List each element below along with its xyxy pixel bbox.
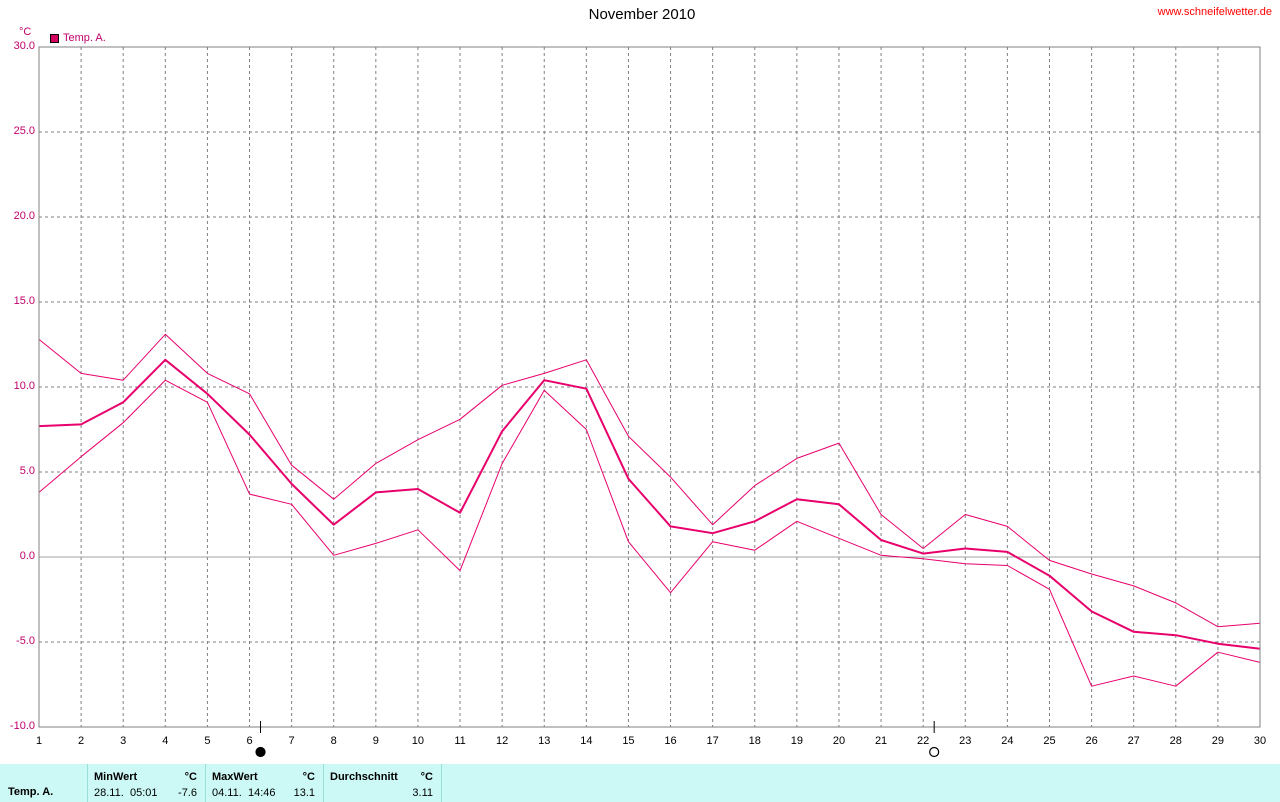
stats-avg-unit: °C — [420, 771, 433, 783]
stats-sensor-label: Temp. A. — [8, 786, 54, 798]
x-tick-label: 8 — [330, 735, 337, 747]
x-tick-label: 9 — [372, 735, 379, 747]
stats-max-header: MaxWert — [212, 771, 258, 783]
stats-min-cell: MinWert °C 28.11. 05:01 -7.6 — [88, 764, 206, 802]
stats-avg-cell: Durchschnitt °C 3.11 — [324, 764, 442, 802]
y-tick-label: 0.0 — [19, 550, 35, 562]
x-tick-label: 1 — [35, 735, 43, 747]
x-tick-label: 28 — [1169, 735, 1182, 747]
stats-table: Temp. A. MinWert °C 28.11. 05:01 -7.6 Ma… — [0, 764, 1280, 802]
moon-markers — [255, 721, 940, 758]
x-tick-label: 4 — [162, 735, 169, 747]
stats-min-date: 28.11. — [94, 787, 124, 799]
stats-max-unit: °C — [302, 771, 315, 783]
x-tick-label: 30 — [1253, 735, 1267, 747]
y-tick-label: 20.0 — [13, 210, 35, 222]
x-tick-label: 14 — [580, 735, 593, 747]
y-tick-label: 30.0 — [13, 40, 35, 52]
y-tick-label: 25.0 — [13, 125, 35, 137]
y-tick-label: 5.0 — [19, 465, 35, 477]
x-tick-label: 18 — [748, 735, 761, 747]
stats-min-header: MinWert — [94, 771, 138, 783]
website-link[interactable]: www.schneifelwetter.de — [1157, 6, 1272, 18]
x-tick-label: 17 — [706, 735, 719, 747]
stats-min-time: 05:01 — [130, 787, 158, 799]
x-tick-label: 5 — [204, 735, 211, 747]
y-tick-label: 10.0 — [13, 380, 35, 392]
series-lines — [38, 333, 1261, 687]
x-tick-label: 11 — [454, 735, 466, 747]
x-tick-label: 19 — [790, 735, 803, 747]
full-moon-icon — [255, 746, 266, 758]
x-tick-label: 16 — [664, 735, 677, 747]
stats-avg-value: 3.11 — [412, 787, 433, 799]
x-tick-label: 25 — [1043, 735, 1056, 747]
stats-max-time: 14:46 — [248, 787, 276, 799]
new-moon-icon — [929, 746, 940, 758]
y-tick-label: 15.0 — [13, 295, 35, 307]
x-tick-label: 12 — [496, 735, 509, 747]
stats-max-value: 13.1 — [293, 787, 315, 799]
series-line-mean — [38, 358, 1261, 650]
x-tick-label: 21 — [874, 735, 888, 747]
x-tick-label: 13 — [538, 735, 551, 747]
stats-max-date: 04.11. — [212, 787, 242, 799]
stats-min-value: -7.6 — [178, 787, 197, 799]
series-line-max — [38, 333, 1261, 628]
y-axis-unit: °C — [19, 26, 32, 38]
stats-avg-header: Durchschnitt — [330, 771, 398, 783]
legend: Temp. A. — [50, 32, 106, 44]
stats-max-cell: MaxWert °C 04.11. 14:46 13.1 — [206, 764, 324, 802]
x-tick-label: 22 — [917, 735, 930, 747]
x-tick-label: 15 — [622, 735, 635, 747]
x-tick-label: 29 — [1211, 735, 1225, 747]
x-tick-label: 2 — [78, 735, 85, 747]
x-tick-label: 24 — [1001, 735, 1014, 747]
series-line-min — [38, 379, 1261, 687]
x-tick-label: 27 — [1127, 735, 1140, 747]
legend-label: Temp. A. — [63, 32, 106, 44]
x-tick-label: 7 — [288, 735, 295, 747]
stats-sensor-cell: Temp. A. — [0, 764, 88, 802]
y-tick-label: -10.0 — [9, 720, 35, 732]
chart-title: November 2010 — [588, 6, 696, 23]
plot-frame — [38, 46, 1261, 728]
chart-plot — [38, 46, 1261, 758]
y-tick-label: -5.0 — [16, 635, 35, 647]
x-tick-label: 26 — [1085, 735, 1098, 747]
x-tick-label: 3 — [120, 735, 127, 747]
legend-swatch — [50, 33, 59, 43]
x-tick-label: 23 — [959, 735, 972, 747]
x-tick-label: 10 — [411, 735, 425, 747]
grid — [39, 47, 1260, 727]
x-tick-label: 20 — [832, 735, 846, 747]
x-tick-label: 6 — [246, 735, 253, 747]
stats-min-unit: °C — [184, 771, 197, 783]
